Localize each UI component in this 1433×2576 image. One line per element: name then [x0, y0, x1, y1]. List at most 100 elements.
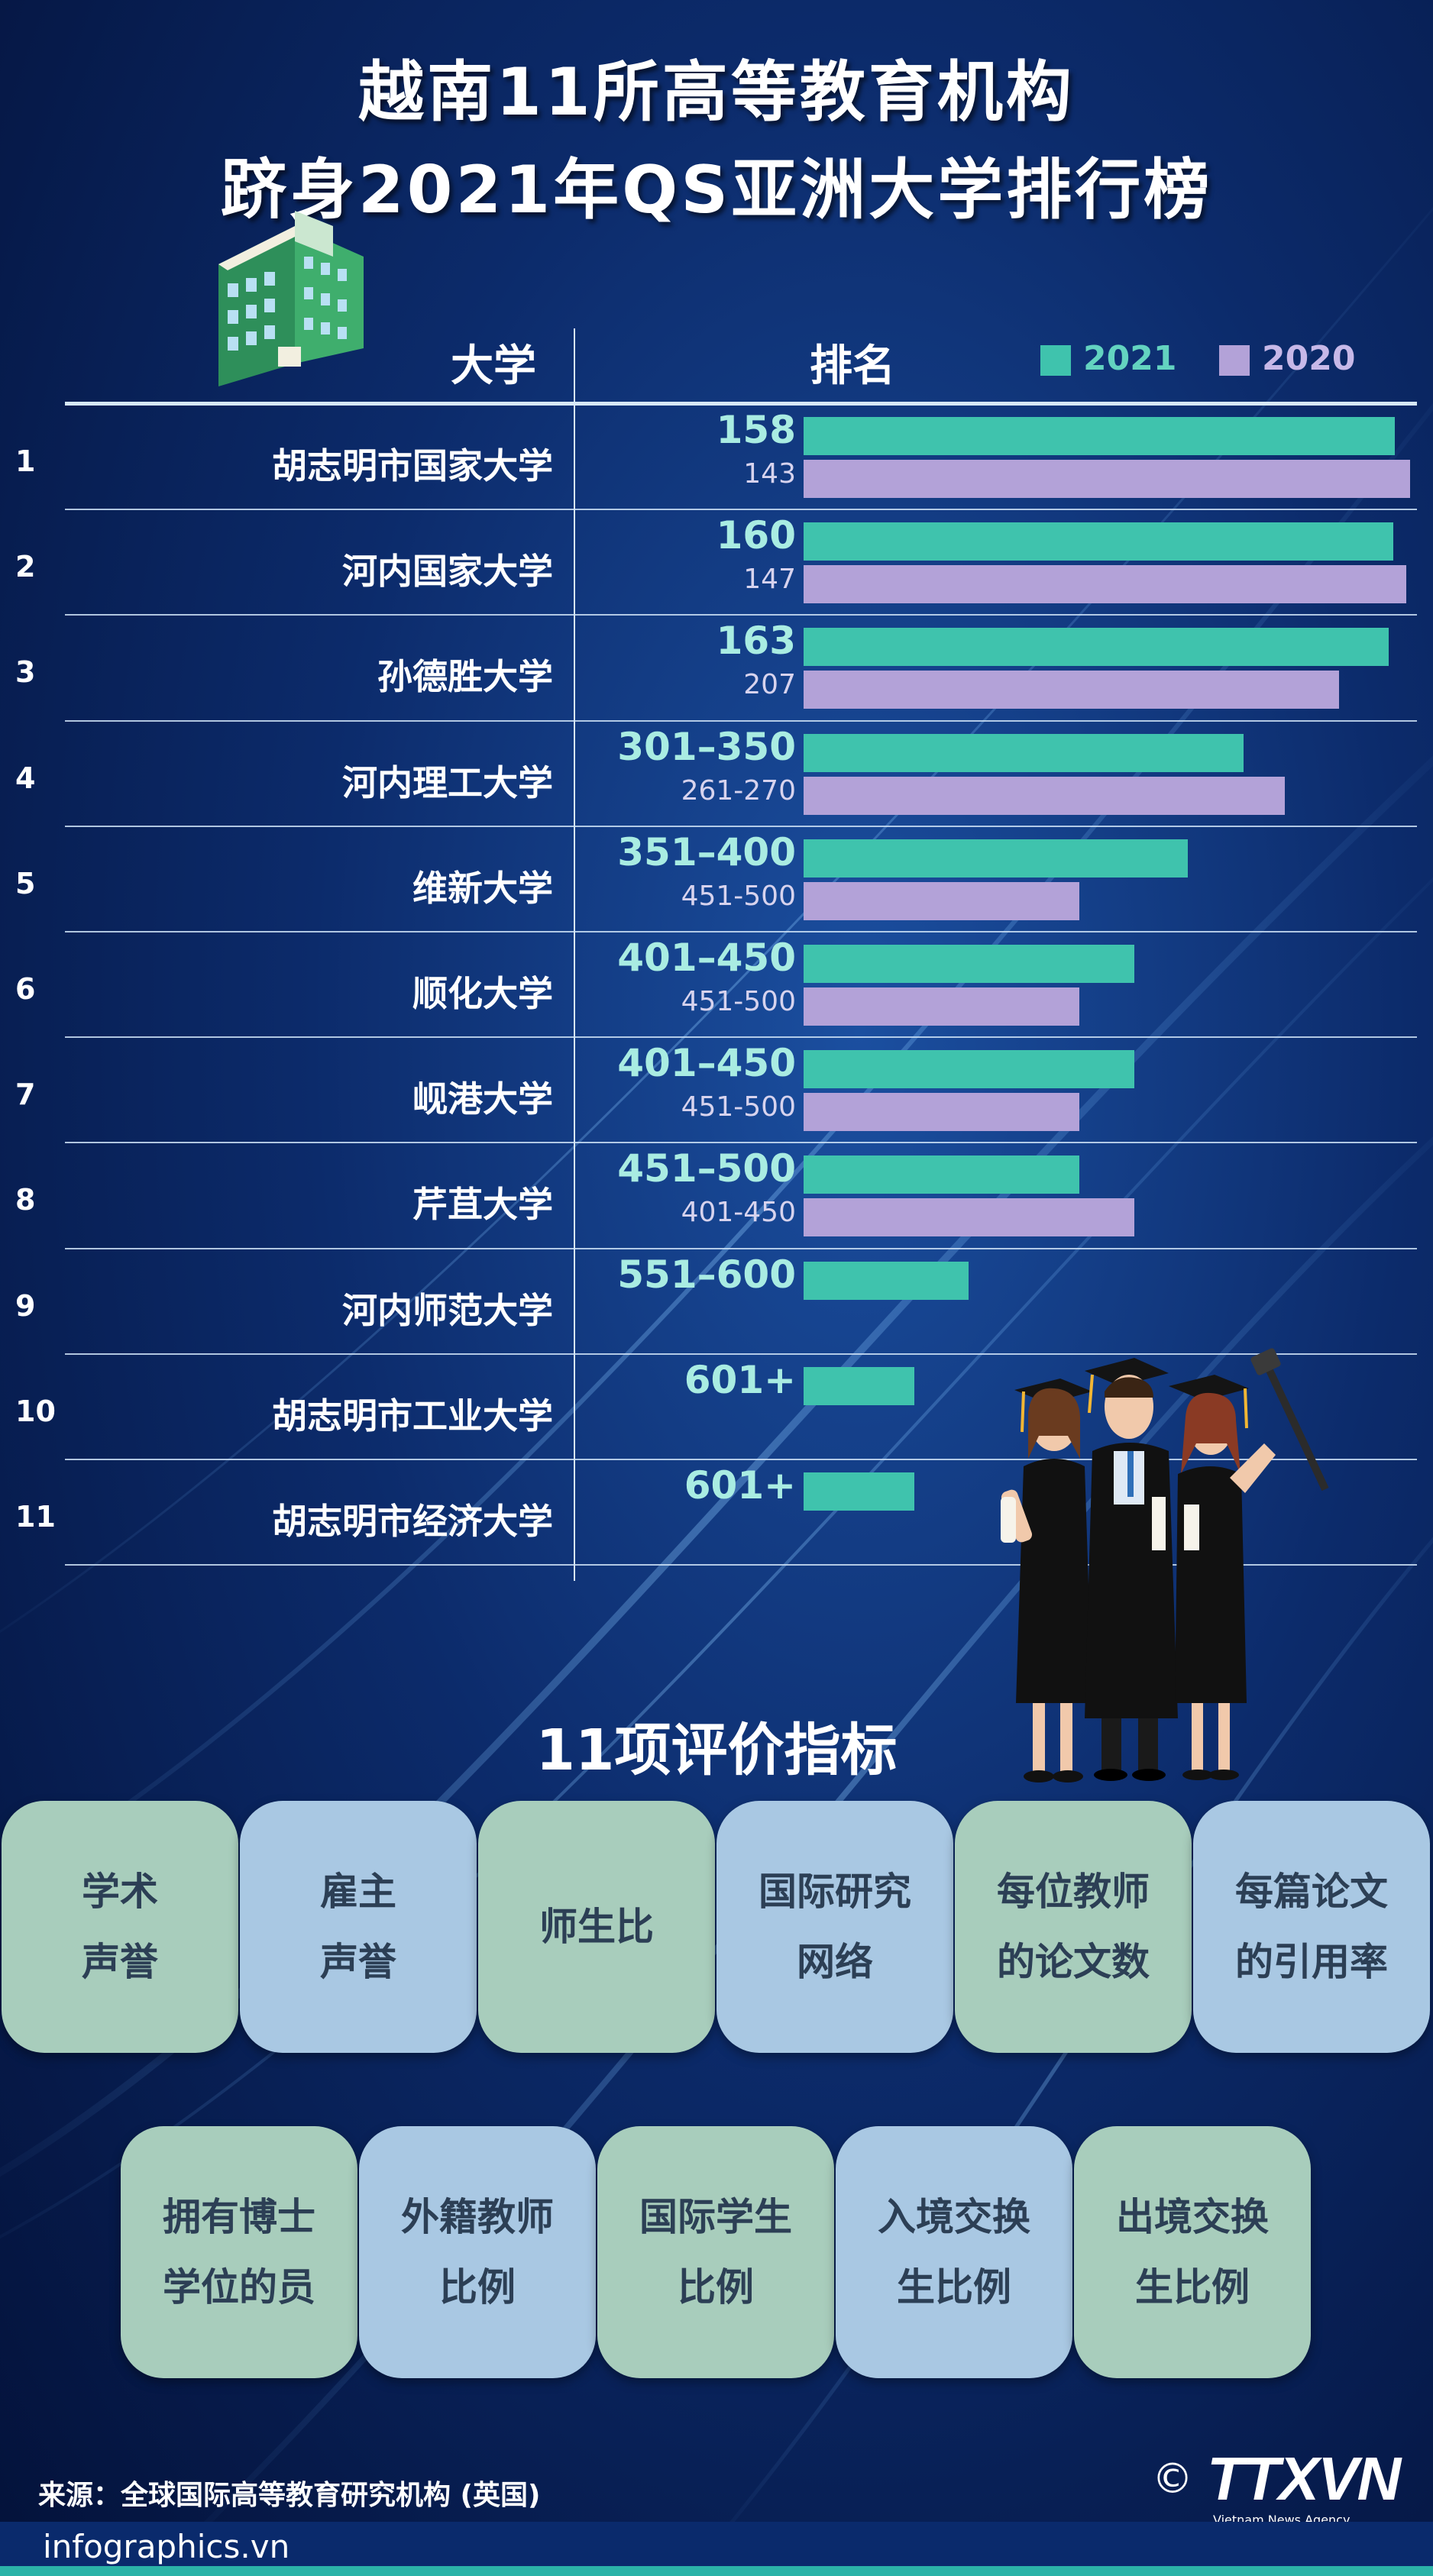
criterion-card: 每位教师 的论文数: [955, 1801, 1192, 2053]
criterion-text-line2: 生比例: [897, 2265, 1011, 2309]
criterion-text-line2: 学位的员: [163, 2265, 315, 2309]
bar-2020: [804, 460, 1410, 498]
bar-2021: [804, 1366, 914, 1405]
criterion-text-line2: 的引用率: [1235, 1940, 1388, 1984]
rank-2021-label: 301–350: [617, 724, 796, 769]
row-number: 11: [15, 1500, 56, 1534]
university-name: 河内国家大学: [342, 551, 553, 593]
row-divider: [65, 1142, 1417, 1144]
university-name: 顺化大学: [412, 973, 553, 1014]
copyright-symbol: ©: [1152, 2455, 1193, 2503]
ttxvn-logo: TTXVN: [1207, 2445, 1401, 2513]
criterion-text-line1: 拥有博士: [163, 2195, 315, 2239]
bar-2021: [804, 733, 1244, 772]
bar-2020: [804, 1198, 1134, 1237]
criterion-card: 入境交换 生比例: [836, 2126, 1072, 2378]
bar-2021: [804, 628, 1389, 667]
row-number: 8: [15, 1183, 36, 1217]
criterion-card: 师生比: [478, 1801, 715, 2053]
rank-2020-label: 451-500: [681, 1091, 796, 1123]
university-name: 芹苴大学: [412, 1184, 553, 1226]
bar-2020: [804, 1093, 1079, 1132]
criterion-card: 雇主 声誉: [240, 1801, 477, 2053]
legend-swatch-2021: [1040, 345, 1071, 376]
rank-2021-label: 158: [716, 408, 796, 452]
bar-2021: [804, 1261, 969, 1300]
criterion-text-line1: 每位教师: [997, 1870, 1150, 1914]
row-divider: [65, 1564, 1417, 1566]
criterion-text-line2: 比例: [439, 2265, 516, 2309]
bar-2021: [804, 1155, 1079, 1194]
row-divider: [65, 931, 1417, 932]
bar-2020: [804, 881, 1079, 920]
criterion-text-line2: 比例: [678, 2265, 754, 2309]
column-header-rank: 排名: [810, 341, 895, 391]
row-number: 9: [15, 1288, 36, 1323]
bar-2020: [804, 671, 1339, 709]
rank-2020-label: 207: [743, 669, 796, 701]
bar-2021: [804, 1050, 1134, 1089]
row-number: 7: [15, 1078, 36, 1112]
criterion-text-line2: 网络: [797, 1940, 873, 1984]
criterion-text-line2: 生比例: [1135, 2265, 1250, 2309]
row-number: 5: [15, 866, 36, 900]
university-name: 胡志明市国家大学: [272, 445, 553, 486]
bar-2020: [804, 987, 1079, 1026]
rank-2021-label: 163: [716, 619, 796, 664]
rank-2021-label: 351–400: [617, 829, 796, 874]
criterion-card: 国际研究 网络: [716, 1801, 953, 2053]
row-number: 10: [15, 1394, 56, 1428]
row-number: 2: [15, 550, 36, 584]
row-divider: [65, 1036, 1417, 1039]
university-name: 河内理工大学: [342, 761, 553, 803]
row-number: 6: [15, 972, 36, 1006]
criterion-card: 国际学生 比例: [597, 2126, 834, 2378]
rank-2020-label: 401-450: [681, 1197, 796, 1229]
criterion-text-line2: 的论文数: [997, 1940, 1150, 1984]
bar-2020: [804, 776, 1285, 815]
row-divider: [65, 825, 1417, 827]
criterion-text-line1: 国际学生: [639, 2195, 792, 2239]
university-building-icon: [218, 211, 364, 386]
bar-2021: [804, 522, 1393, 561]
rank-2021-label: 601+: [684, 1357, 796, 1402]
row-divider: [65, 1247, 1417, 1249]
bar-2021: [804, 839, 1188, 878]
criterion-card: 出境交换 生比例: [1074, 2126, 1311, 2378]
source-note: 来源：全球国际高等教育研究机构 (英国): [38, 2480, 541, 2511]
bar-2020: [804, 565, 1406, 604]
row-divider: [65, 614, 1417, 616]
criterion-text-line2: 声誉: [82, 1940, 158, 1984]
main-title-line1: 越南11所高等教育机构: [358, 54, 1075, 131]
website-link[interactable]: infographics.vn: [43, 2528, 290, 2565]
legend-swatch-2020: [1219, 345, 1250, 376]
university-name: 胡志明市工业大学: [272, 1395, 553, 1437]
legend-label-2020: 2020: [1262, 339, 1356, 378]
criterion-text-line1: 国际研究: [759, 1870, 911, 1914]
criterion-card: 拥有博士 学位的员: [121, 2126, 357, 2378]
main-title-line2: 跻身2021年QS亚洲大学排行榜: [220, 152, 1213, 228]
rank-2021-label: 401–450: [617, 936, 796, 980]
criteria-title: 11项评价指标: [535, 1718, 898, 1783]
rank-2020-label: 261-270: [681, 774, 796, 806]
criterion-text-line2: 声誉: [320, 1940, 396, 1984]
row-divider: [65, 1459, 1417, 1460]
university-name: 孙德胜大学: [377, 656, 553, 698]
criterion-text-line1: 外籍教师: [401, 2195, 554, 2239]
footer-accent-line: [0, 2566, 1433, 2576]
row-divider: [65, 1353, 1417, 1355]
rank-2021-label: 551–600: [617, 1252, 796, 1297]
university-name: 胡志明市经济大学: [272, 1501, 553, 1542]
criterion-text-line1: 师生比: [539, 1905, 654, 1949]
rank-2020-label: 451-500: [681, 986, 796, 1017]
university-name: 岘港大学: [412, 1078, 553, 1120]
bar-2021: [804, 417, 1395, 455]
university-name: 河内师范大学: [342, 1289, 553, 1331]
criterion-card: 外籍教师 比例: [359, 2126, 596, 2378]
bar-2021: [804, 945, 1134, 983]
row-number: 4: [15, 761, 36, 795]
rank-2021-label: 601+: [684, 1463, 796, 1508]
criterion-text-line1: 雇主: [320, 1870, 396, 1914]
row-divider: [65, 509, 1417, 511]
row-number: 1: [15, 444, 36, 478]
